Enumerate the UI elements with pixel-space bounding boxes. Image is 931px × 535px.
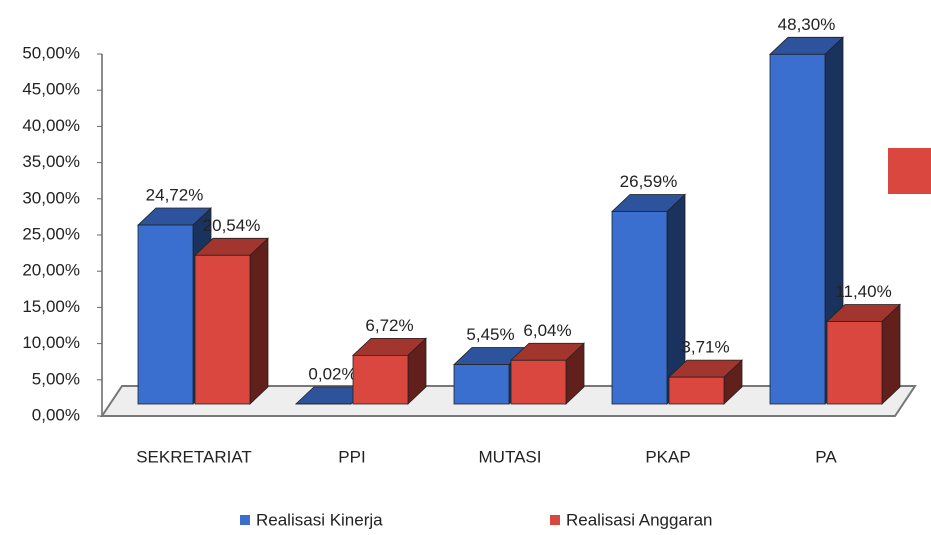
legend-label: Realisasi Anggaran xyxy=(566,510,712,529)
bar xyxy=(826,321,883,405)
y-tick-label: 0,00% xyxy=(32,405,80,424)
data-label: 6,04% xyxy=(523,321,571,340)
data-label: 6,72% xyxy=(365,316,413,335)
bar xyxy=(668,376,725,405)
cropped-legend-patch xyxy=(888,148,931,194)
y-tick-label: 30,00% xyxy=(22,188,80,207)
y-tick-label: 20,00% xyxy=(22,261,80,280)
y-tick-label: 45,00% xyxy=(22,80,80,99)
y-tick-label: 15,00% xyxy=(22,297,80,316)
bar xyxy=(769,53,826,405)
data-label: 3,71% xyxy=(681,338,729,357)
bar xyxy=(352,354,409,405)
x-tick-label: MUTASI xyxy=(479,447,542,466)
data-label: 24,72% xyxy=(146,186,204,205)
data-label: 5,45% xyxy=(466,325,514,344)
legend-swatch xyxy=(240,515,250,525)
x-tick-label: PPI xyxy=(338,447,365,466)
x-tick-label: SEKRETARIAT xyxy=(136,447,252,466)
bar xyxy=(137,224,194,405)
y-tick-label: 5,00% xyxy=(32,369,80,388)
legend-label: Realisasi Kinerja xyxy=(256,510,383,529)
bar xyxy=(453,364,510,405)
data-label: 20,54% xyxy=(203,216,261,235)
y-tick-label: 25,00% xyxy=(22,224,80,243)
bar-side xyxy=(249,237,269,405)
y-tick-label: 50,00% xyxy=(22,43,80,62)
x-tick-label: PA xyxy=(815,447,837,466)
y-tick-label: 35,00% xyxy=(22,152,80,171)
bar xyxy=(611,211,668,405)
data-label: 0,02% xyxy=(308,364,356,383)
bar xyxy=(510,359,567,405)
x-tick-label: PKAP xyxy=(645,447,690,466)
data-label: 26,59% xyxy=(620,172,678,191)
data-label: 48,30% xyxy=(778,15,836,34)
bar xyxy=(194,254,251,405)
y-tick-label: 40,00% xyxy=(22,116,80,135)
legend-swatch xyxy=(550,515,560,525)
y-tick-label: 10,00% xyxy=(22,333,80,352)
data-label: 11,40% xyxy=(835,282,891,301)
